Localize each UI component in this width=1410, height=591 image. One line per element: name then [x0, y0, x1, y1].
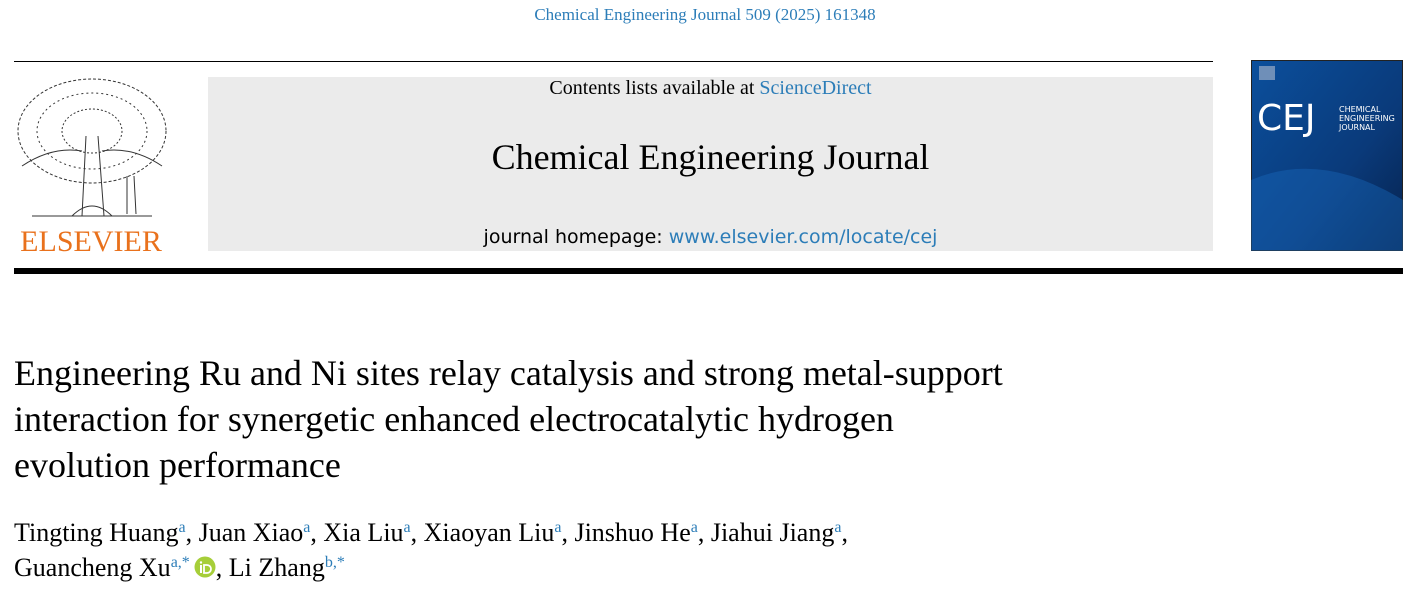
author-line: Tingting Huanga, Juan Xiaoa, Xia Liua, X… [14, 515, 848, 550]
affiliation[interactable]: a [303, 519, 311, 536]
homepage-link[interactable]: www.elsevier.com/locate/cej [668, 226, 938, 248]
author-name: Tingting Huang [14, 518, 179, 547]
author-name: Jinshuo He [574, 518, 691, 547]
cover-name: JOURNAL [1338, 123, 1376, 132]
rule [14, 268, 1403, 274]
affiliation[interactable]: a [690, 519, 698, 536]
homepage-prefix: journal homepage: [483, 226, 669, 248]
author-name: Li Zhang [228, 553, 325, 582]
journal-cover[interactable]: CEJ CHEMICAL ENGINEERING JOURNAL [1251, 60, 1403, 251]
author-name: Xiaoyan Liu [423, 518, 555, 547]
separator: , [561, 518, 575, 547]
author-name: Guancheng Xu [14, 553, 171, 582]
author-name: Juan Xiao [198, 518, 304, 547]
contents-line: Contents lists available at ScienceDirec… [208, 77, 1213, 100]
homepage-line: journal homepage: www.elsevier.com/locat… [208, 226, 1213, 248]
title-line: interaction for synergetic enhanced elec… [14, 399, 894, 439]
separator: , [841, 518, 848, 547]
author-line: Guancheng Xua,*, Li Zhangb,* [14, 550, 848, 585]
affiliation[interactable]: a [178, 519, 186, 536]
header-box [208, 77, 1213, 251]
author-name: Jiahui Jiang [710, 518, 835, 547]
affiliation[interactable]: a [403, 519, 411, 536]
publisher-logo: ELSEVIER [17, 78, 167, 256]
separator: , [310, 518, 324, 547]
title-line: evolution performance [14, 445, 341, 485]
article-title: Engineering Ru and Ni sites relay cataly… [14, 350, 1003, 488]
publisher-name: ELSEVIER [20, 225, 162, 256]
author-name: Xia Liu [323, 518, 404, 547]
affiliation[interactable]: a [834, 519, 842, 536]
citation[interactable]: Chemical Engineering Journal 509 (2025) … [534, 5, 876, 24]
author-list: Tingting Huanga, Juan Xiaoa, Xia Liua, X… [14, 515, 848, 585]
rule [14, 61, 1213, 62]
affiliation[interactable]: b,* [324, 554, 345, 571]
orcid-icon[interactable] [194, 556, 216, 578]
affiliation[interactable]: a,* [170, 554, 190, 571]
separator: , [410, 518, 424, 547]
separator: , [697, 518, 711, 547]
journal-name: Chemical Engineering Journal [491, 137, 930, 177]
cover-name: ENGINEERING [1339, 114, 1395, 123]
separator: , [185, 518, 199, 547]
sciencedirect-link[interactable]: ScienceDirect [759, 77, 872, 99]
separator: , [215, 553, 229, 582]
cover-name: CHEMICAL [1339, 105, 1381, 114]
affiliation[interactable]: a [554, 519, 562, 536]
cover-abbrev: CEJ [1257, 98, 1316, 139]
contents-prefix: Contents lists available at [549, 77, 760, 99]
title-line: Engineering Ru and Ni sites relay cataly… [14, 353, 1003, 393]
